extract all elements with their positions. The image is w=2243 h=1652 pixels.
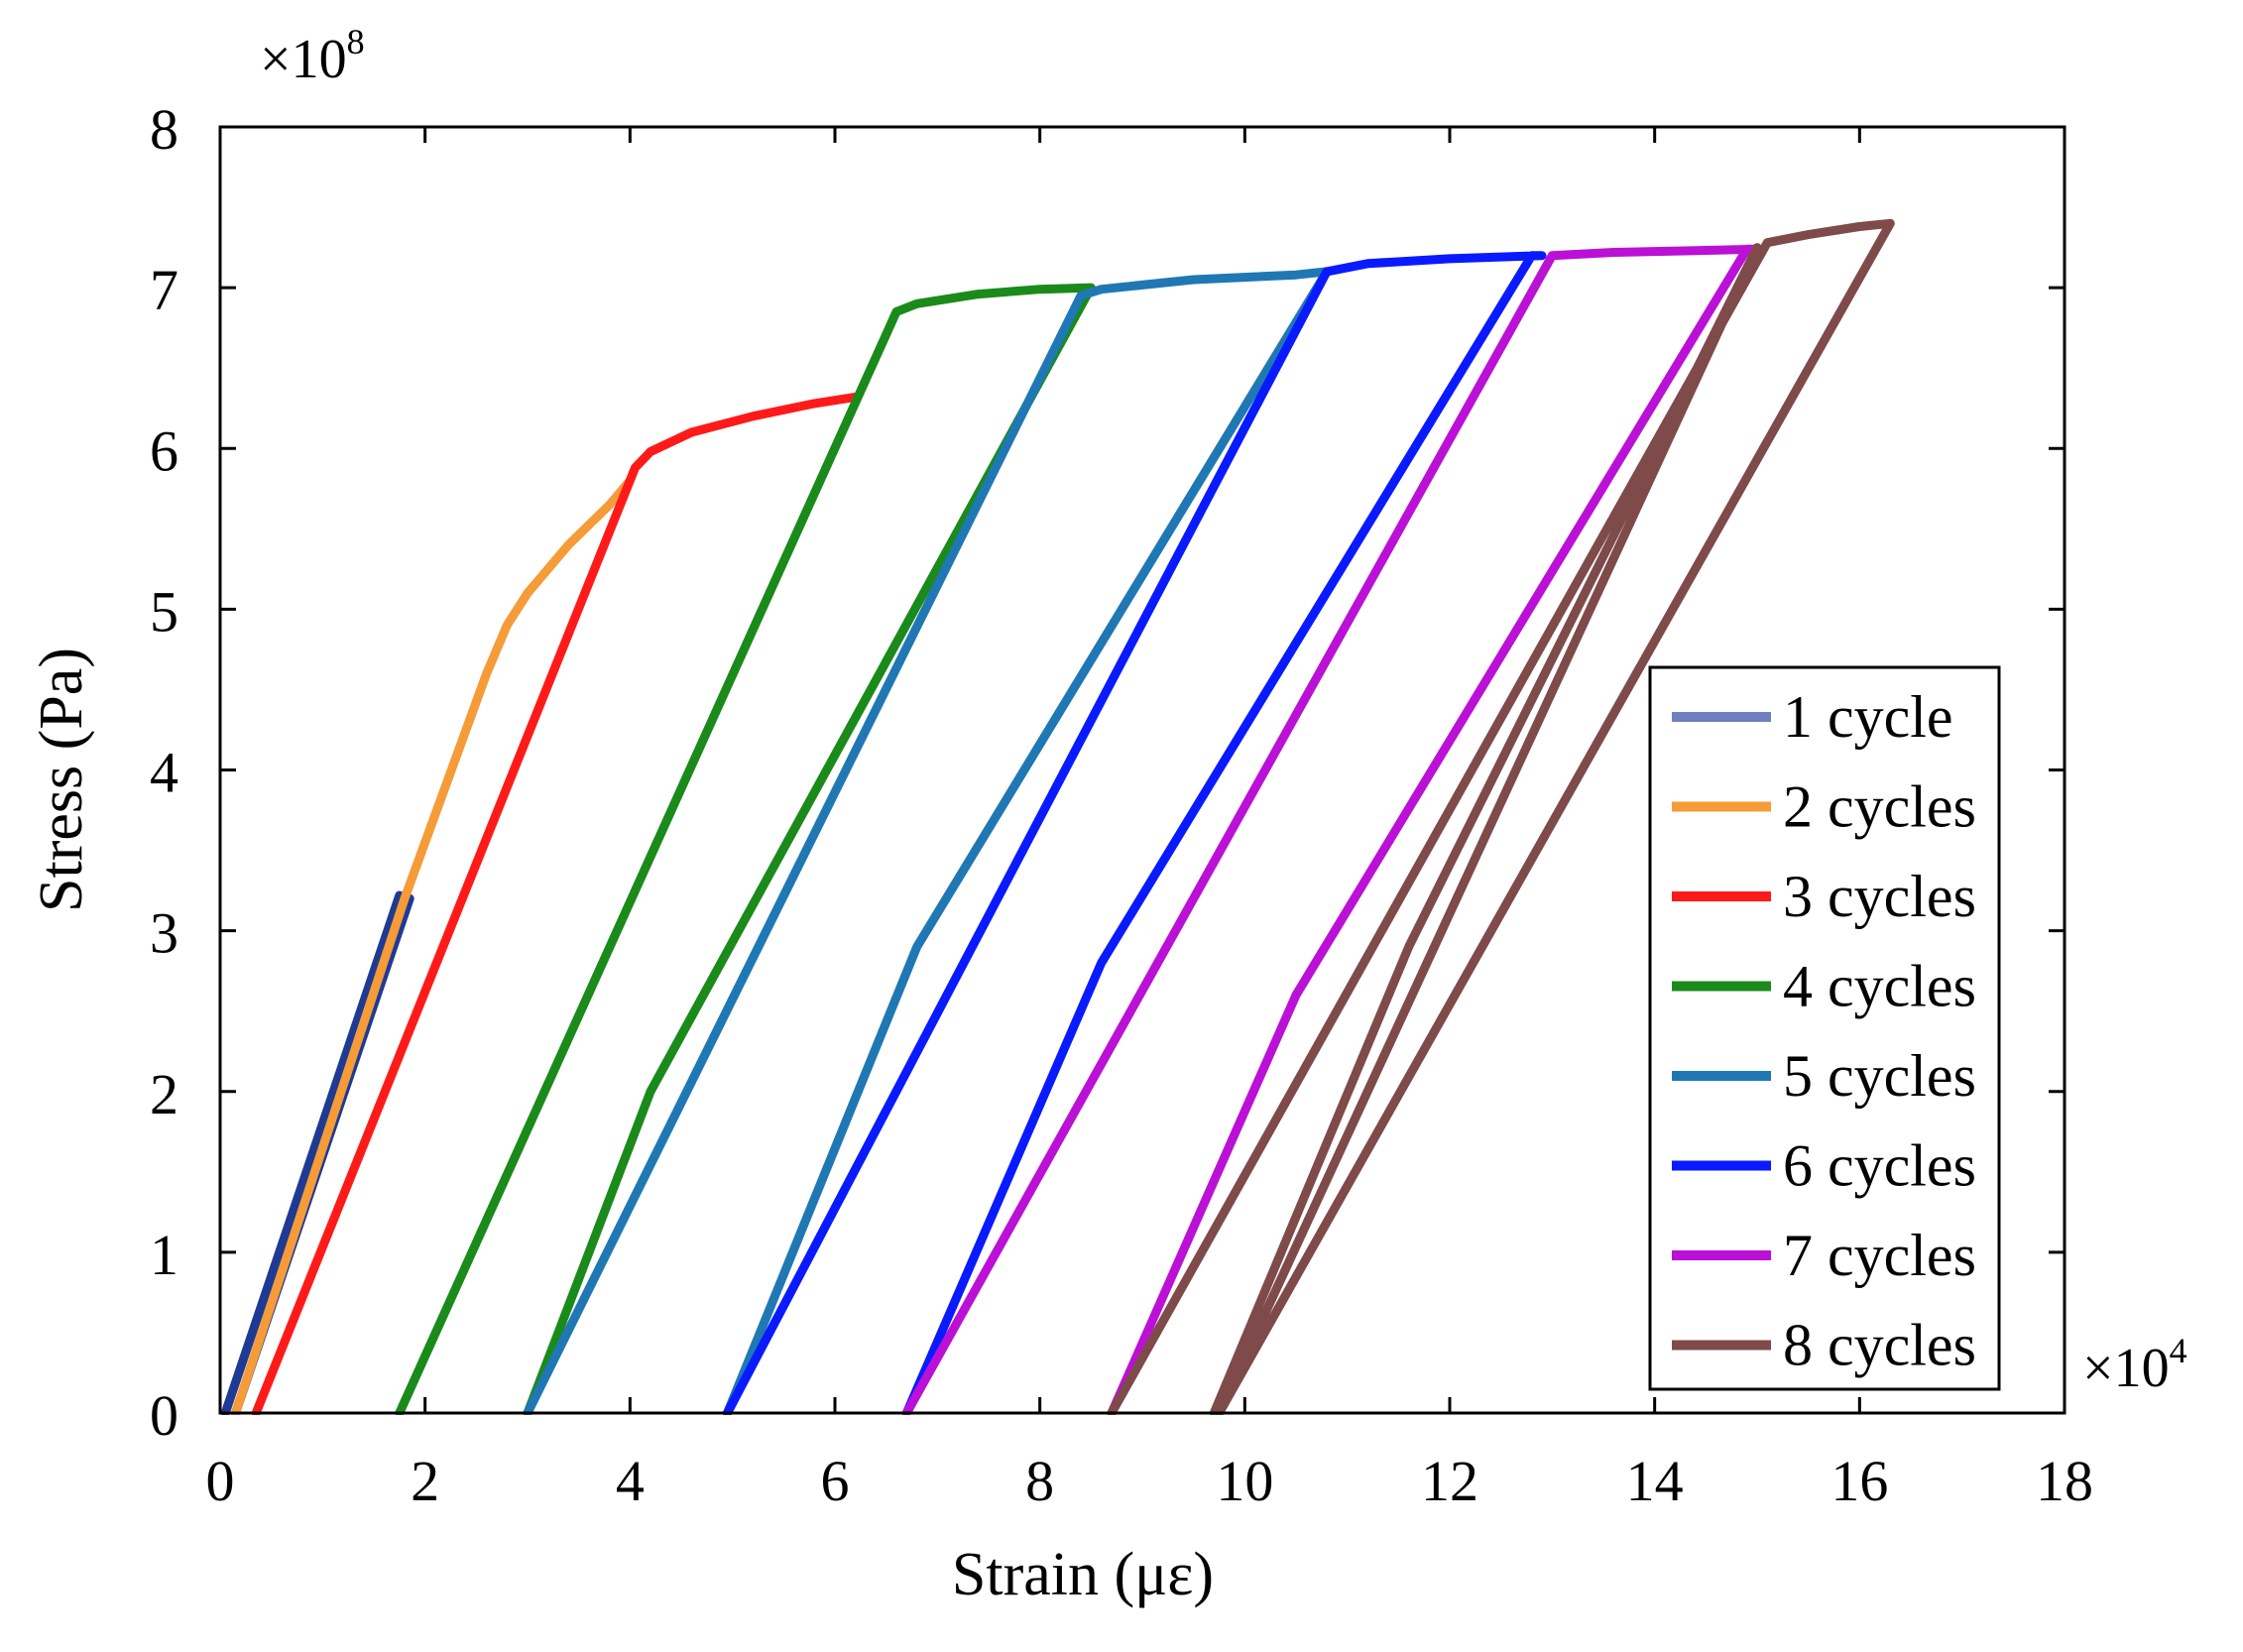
series-line-7-cycles (901, 244, 1762, 1418)
series-line-4-cycles (395, 283, 1096, 1418)
lower-mask (0, 1415, 2243, 1652)
legend-label-2-cycles: 2 cycles (1783, 774, 1976, 840)
x-tick-label: 10 (1216, 1449, 1273, 1513)
x-tick-label: 12 (1421, 1449, 1478, 1513)
legend-label-3-cycles: 3 cycles (1783, 864, 1976, 929)
series-line-3-cycles (251, 392, 861, 1418)
x-axis-multiplier-exponent: 4 (2170, 1331, 2187, 1370)
legend-box (1648, 665, 2001, 1391)
legend-label-7-cycles: 7 cycles (1783, 1223, 1976, 1288)
legend-label-5-cycles: 5 cycles (1783, 1043, 1976, 1109)
series-line-6-cycles (723, 251, 1547, 1418)
legend-label-4-cycles: 4 cycles (1783, 954, 1976, 1019)
x-tick-label: 18 (2036, 1449, 2093, 1513)
x-tick-label: 4 (616, 1449, 645, 1513)
series-line-5-cycles (523, 267, 1332, 1418)
x-tick-label: 8 (1025, 1449, 1054, 1513)
x-tick-label: 2 (411, 1449, 439, 1513)
y-tick-label: 1 (150, 1223, 178, 1287)
y-tick-label: 7 (150, 258, 178, 322)
x-axis-title: Strain (με) (952, 1541, 1214, 1608)
series-layer (220, 218, 1895, 1418)
legend-label-8-cycles: 8 cycles (1783, 1313, 1976, 1378)
y-tick-label: 8 (150, 97, 178, 162)
legend-label-6-cycles: 6 cycles (1783, 1133, 1976, 1199)
y-tick-label: 0 (150, 1383, 178, 1448)
y-tick-label: 2 (150, 1062, 178, 1126)
x-tick-label: 0 (206, 1449, 235, 1513)
y-tick-label: 6 (150, 418, 178, 483)
series-line-2-cycles (231, 476, 635, 1418)
y-tick-label: 5 (150, 579, 178, 644)
legend: 1 cycle 2 cycles 3 cycles 4 cycles 5 cycles 6… (1648, 665, 2001, 1391)
legend-label-1-cycle: 1 cycle (1783, 684, 1953, 750)
series-line-8-cycles (1107, 218, 1895, 1418)
y-tick-label: 4 (150, 741, 178, 805)
x-tick-label: 14 (1626, 1449, 1684, 1513)
y-tick-label: 3 (150, 901, 178, 966)
x-tick-label: 16 (1830, 1449, 1888, 1513)
y-axis-title: Stress (Pa) (28, 648, 95, 912)
x-tick-label: 6 (821, 1449, 850, 1513)
y-axis-multiplier-exponent: 8 (347, 22, 365, 61)
